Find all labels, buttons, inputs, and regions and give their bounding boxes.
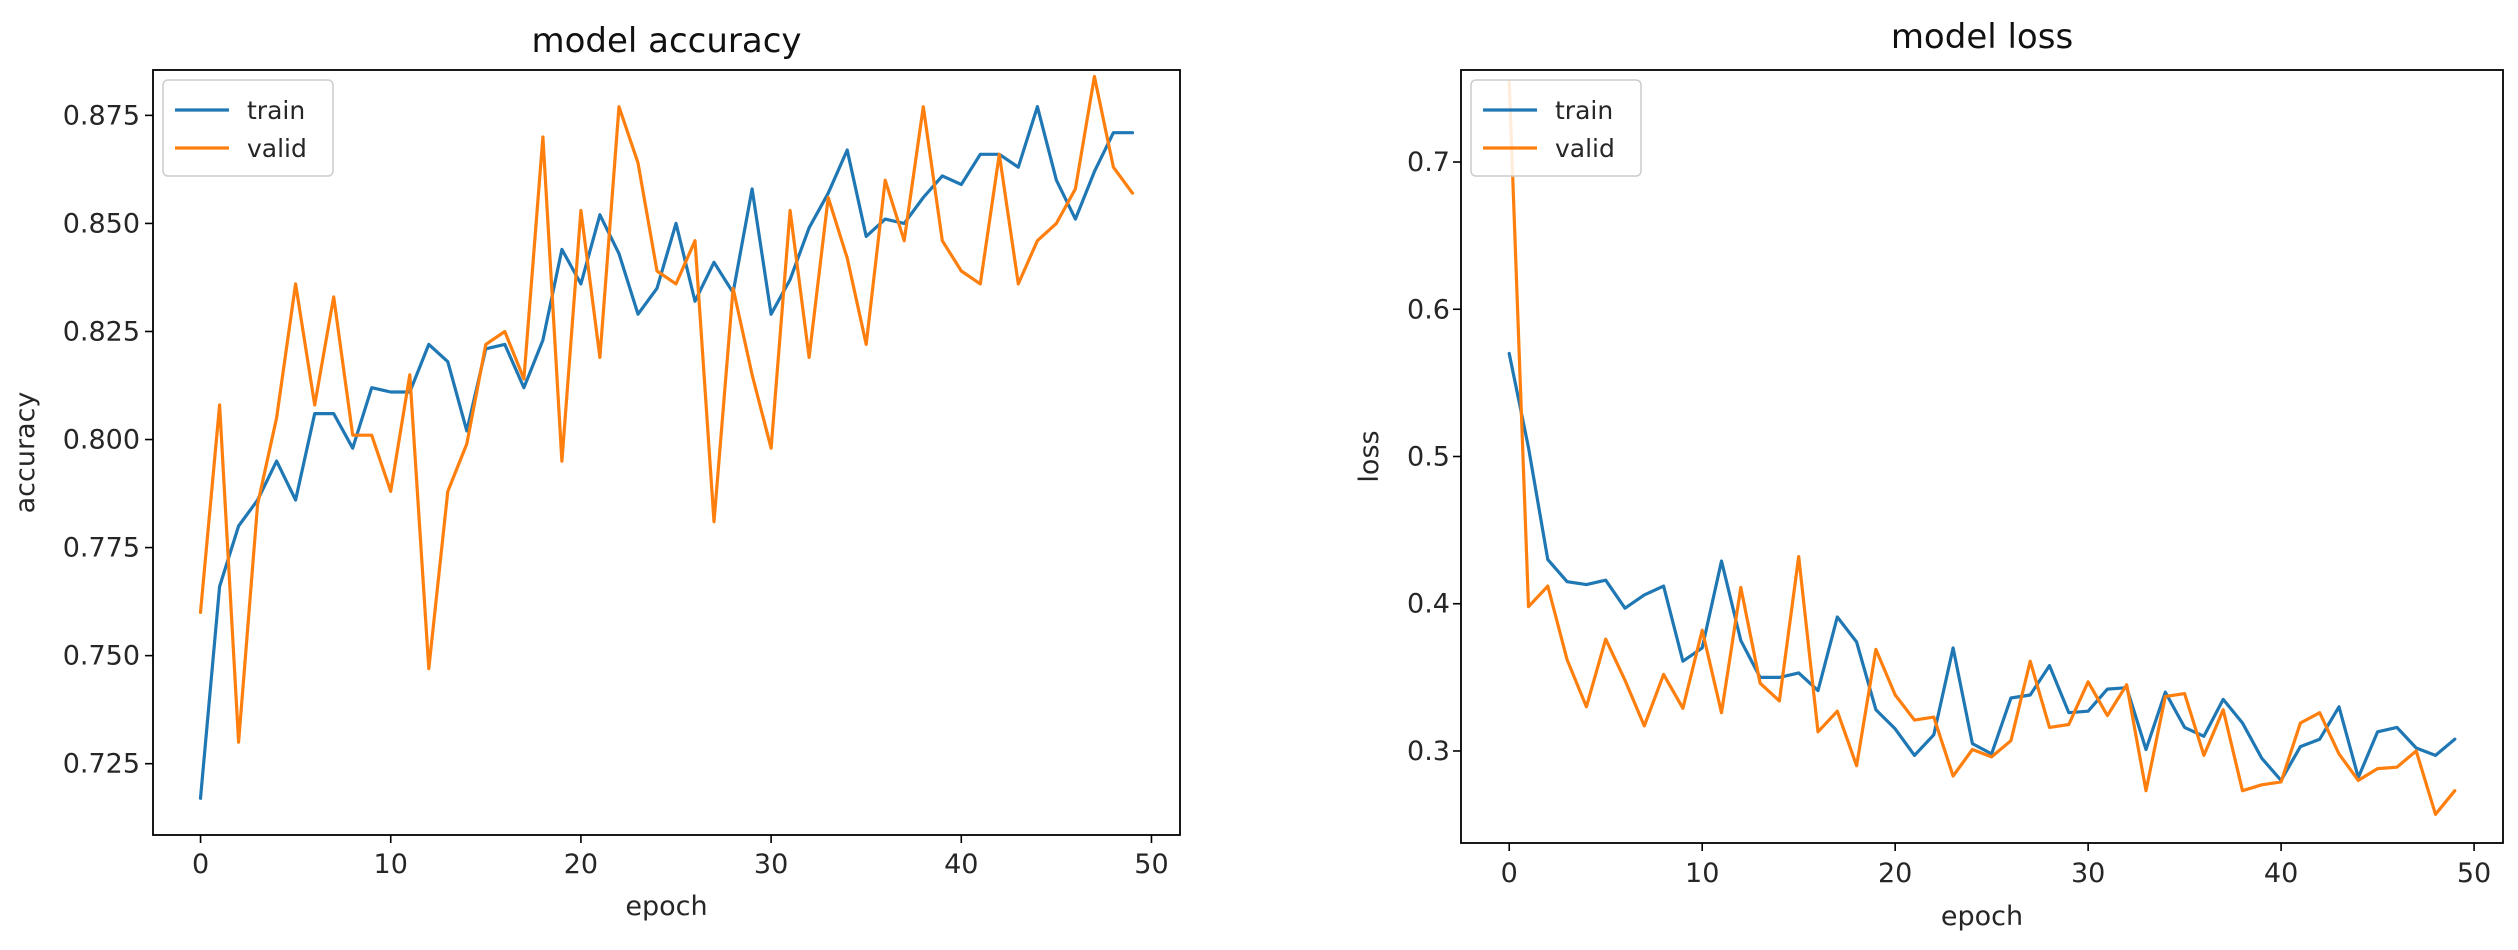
legend-label-valid: valid <box>247 134 307 163</box>
x-tick-label: 50 <box>2457 858 2491 889</box>
chart-title: model loss <box>1891 17 2073 57</box>
y-tick-label: 0.3 <box>1407 736 1450 767</box>
x-tick-label: 40 <box>944 849 978 880</box>
series-line-train <box>198 105 1135 800</box>
legend-box <box>1470 79 1642 177</box>
y-tick-label: 0.800 <box>63 425 140 456</box>
x-tick-label: 10 <box>1685 858 1719 889</box>
series-line-train <box>1507 351 2457 783</box>
legend-box <box>162 79 334 177</box>
y-tick-label: 0.750 <box>63 641 140 672</box>
x-tick-label: 10 <box>374 849 408 880</box>
x-tick-label: 0 <box>192 849 209 880</box>
y-tick-label: 0.7 <box>1407 147 1450 178</box>
y-axis-label: accuracy <box>10 392 41 514</box>
legend: train valid <box>1470 79 1642 177</box>
plot-frame <box>1460 69 2504 844</box>
x-axis-label: epoch <box>1941 901 2023 932</box>
y-tick-label: 0.6 <box>1407 294 1450 325</box>
legend-label-valid: valid <box>1555 134 1615 163</box>
x-axis-label: epoch <box>625 891 707 922</box>
y-tick-label: 0.825 <box>63 316 140 347</box>
x-tick-label: 30 <box>2071 858 2105 889</box>
legend-label-train: train <box>247 96 305 125</box>
chart-title: model accuracy <box>531 21 801 61</box>
y-tick-label: 0.875 <box>63 100 140 131</box>
x-tick-label: 40 <box>2264 858 2298 889</box>
x-tick-label: 30 <box>754 849 788 880</box>
y-tick-label: 0.850 <box>63 208 140 239</box>
chart-accuracy: model accuracy 0 10 20 30 40 50 0.725 0.750 0.775… <box>10 21 1181 922</box>
chart-loss: model loss 0 10 20 30 40 50 0.3 0.4 0.5 0.6 0.7 epoc… <box>1354 17 2504 932</box>
y-tick-label: 0.775 <box>63 533 140 564</box>
y-tick-label: 0.725 <box>63 749 140 780</box>
legend: train valid <box>162 79 334 177</box>
y-tick-label: 0.5 <box>1407 442 1450 473</box>
y-tick-label: 0.4 <box>1407 589 1450 620</box>
x-tick-label: 0 <box>1501 858 1518 889</box>
series-line-valid <box>1507 79 2457 816</box>
legend-label-train: train <box>1555 96 1613 125</box>
series-line-valid <box>198 74 1135 744</box>
x-tick-label: 20 <box>564 849 598 880</box>
plot-frame <box>152 69 1181 836</box>
y-axis-label: loss <box>1354 430 1385 482</box>
x-tick-label: 20 <box>1878 858 1912 889</box>
x-tick-label: 50 <box>1134 849 1168 880</box>
